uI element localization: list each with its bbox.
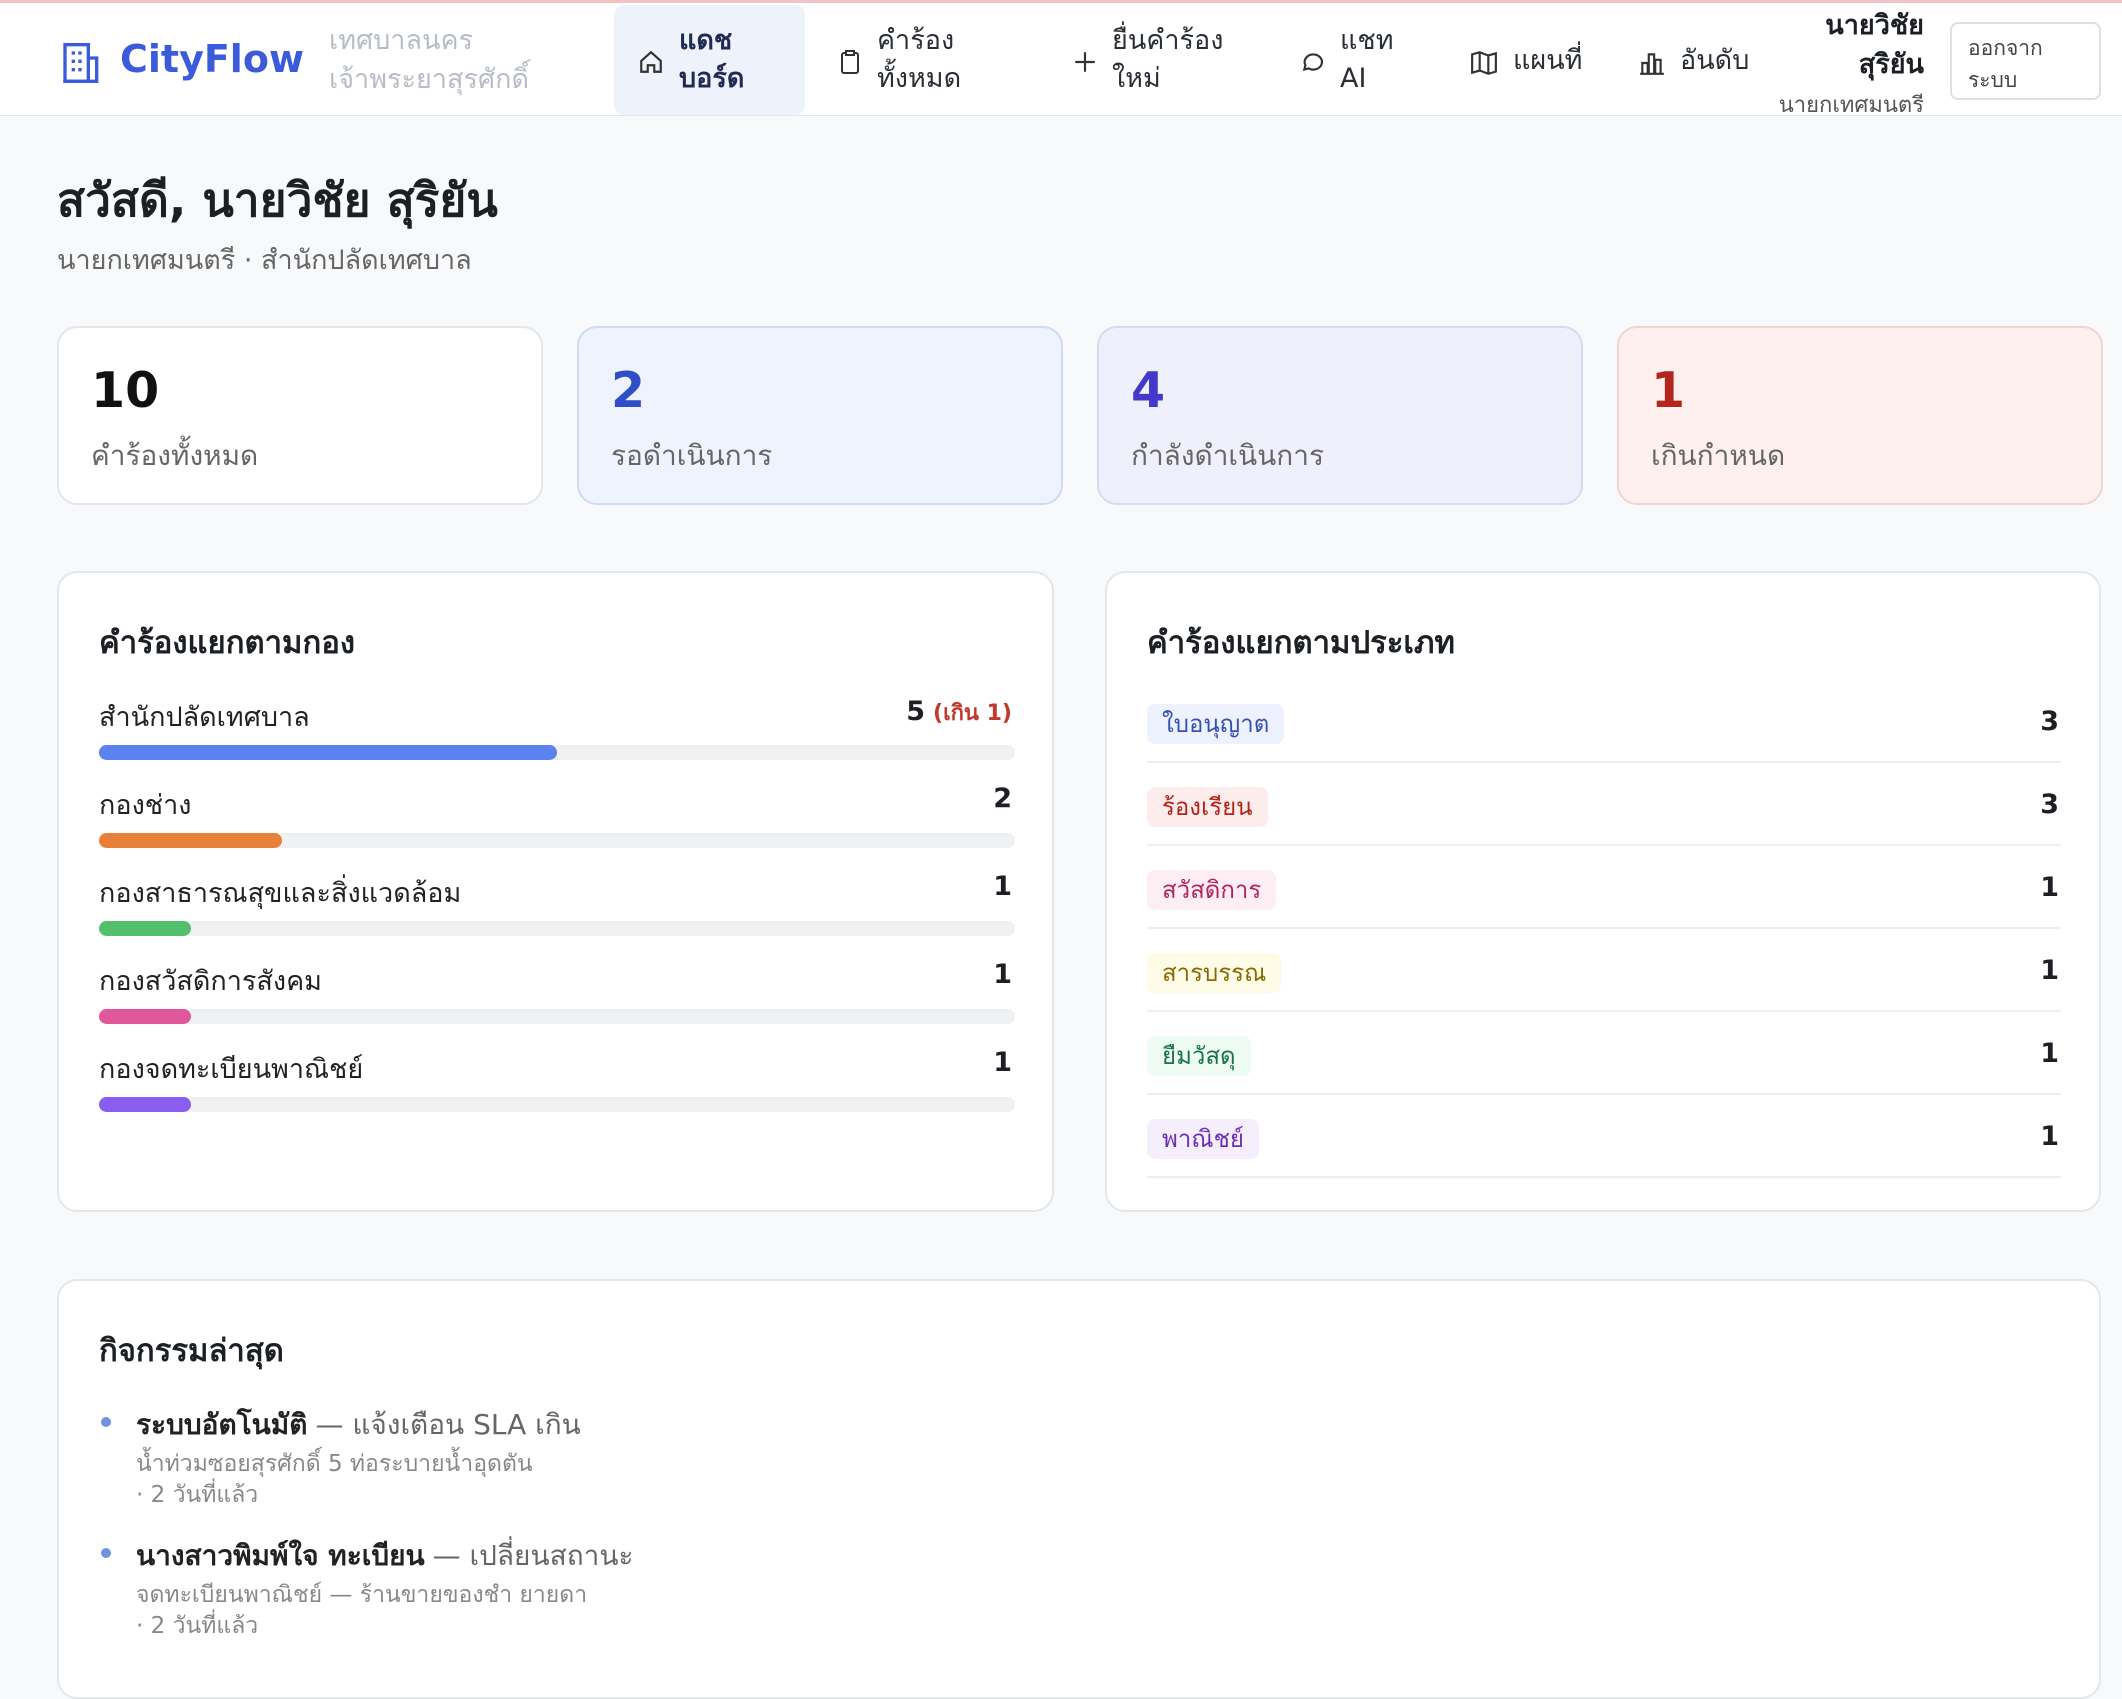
- activity-time: · 2 วันที่แล้ว: [136, 1613, 259, 1639]
- type-count: 1: [2040, 1038, 2059, 1069]
- top-nav: CityFlow เทศบาลนครเจ้าพระยาสุรศักดิ์ แดช…: [0, 0, 2122, 118]
- type-panel: คำร้องแยกตามประเภท ใบอนุญาต 3 ร้องเรียน 3 สว…: [1105, 571, 2101, 1212]
- chat-icon: [1302, 53, 1324, 71]
- department-count: 1: [993, 959, 1012, 990]
- bar: [99, 1009, 191, 1024]
- department-name: กองสาธารณสุขและสิ่งแวดล้อม: [99, 878, 462, 909]
- bar-track: [99, 1097, 1015, 1112]
- type-pill: สารบรรณ: [1147, 953, 1282, 993]
- activity-action: — แจ้งเตือน SLA เกิน: [315, 1408, 581, 1441]
- bar: [99, 921, 191, 936]
- nav-item[interactable]: อันดับ: [1680, 45, 1750, 76]
- nav-active-bg: [614, 5, 805, 115]
- stat-label: กำลังดำเนินการ: [1131, 439, 1324, 472]
- department-count: 1: [993, 1047, 1012, 1078]
- panel-title: คำร้องแยกตามประเภท: [1147, 625, 1455, 661]
- department-count: 2: [993, 783, 1012, 814]
- department-panel: คำร้องแยกตามกอง สำนักปลัดเทศบาล 5 (เกิน 1)…: [57, 571, 1054, 1212]
- activity-detail: น้ำท่วมซอยสุรศักดิ์ 5 ท่อระบายน้ำอุดตัน: [136, 1451, 533, 1477]
- separator: [1147, 761, 2061, 763]
- bar-track: [99, 1009, 1015, 1024]
- user-role: นายกเทศมนตรี: [1778, 93, 1924, 118]
- type-pill: สวัสดิการ: [1147, 870, 1277, 910]
- department-name: กองช่าง: [99, 790, 192, 821]
- map-icon: [1471, 51, 1497, 75]
- overdue-label: (เกิน 1): [933, 701, 1012, 726]
- stat-value: 2: [611, 362, 646, 419]
- separator: [1147, 844, 2061, 846]
- separator: [1147, 1176, 2061, 1178]
- stat-label: รอดำเนินการ: [611, 439, 773, 472]
- department-count-wrap: 5 (เกิน 1): [906, 695, 1012, 730]
- user-name: นายวิชัย สุริยัน: [1825, 10, 1924, 80]
- activity-time: · 2 วันที่แล้ว: [136, 1482, 259, 1508]
- activity-line: นางสาวพิมพ์ใจ ทะเบียน — เปลี่ยนสถานะ: [136, 1534, 634, 1578]
- nav-item[interactable]: แผนที่: [1513, 45, 1583, 76]
- bullet: [101, 1417, 111, 1427]
- department-count-wrap: 1: [993, 959, 1012, 990]
- nav-item[interactable]: แดชบอร์ด: [679, 25, 745, 94]
- greeting-subtitle: นายกเทศมนตรี · สำนักปลัดเทศบาล: [57, 245, 472, 276]
- department-count-wrap: 1: [993, 1047, 1012, 1078]
- greeting-title: สวัสดี, นายวิชัย สุริยัน: [57, 173, 498, 227]
- stat-card: 1 เกินกำหนด: [1617, 326, 2103, 505]
- type-count: 3: [2040, 789, 2059, 820]
- stat-card: 4 กำลังดำเนินการ: [1097, 326, 1583, 505]
- panel-title: คำร้องแยกตามกอง: [99, 625, 355, 661]
- department-count: 5: [906, 696, 926, 727]
- org-name: เทศบาลนครเจ้าพระยาสุรศักดิ์: [329, 25, 529, 95]
- activity-panel: กิจกรรมล่าสุด ระบบอัตโนมัติ — แจ้งเตือน S…: [57, 1279, 2101, 1699]
- type-pill: พาณิชย์: [1147, 1119, 1259, 1159]
- nav-item[interactable]: คำร้องทั้งหมด: [877, 25, 962, 94]
- department-name: สำนักปลัดเทศบาล: [99, 702, 310, 733]
- type-count: 3: [2040, 706, 2059, 737]
- nav-item[interactable]: แชท AI: [1340, 25, 1394, 94]
- department-name: กองจดทะเบียนพาณิชย์: [99, 1054, 364, 1085]
- department-count-wrap: 1: [993, 871, 1012, 902]
- logout-button[interactable]: ออกจากระบบ: [1950, 22, 2101, 100]
- bar: [99, 1097, 191, 1112]
- nav-item[interactable]: ยื่นคำร้องใหม่: [1112, 25, 1224, 94]
- type-pill: ใบอนุญาต: [1147, 704, 1285, 744]
- activity-actor: นางสาวพิมพ์ใจ ทะเบียน: [136, 1539, 425, 1572]
- stat-label: เกินกำหนด: [1651, 439, 1786, 472]
- type-count: 1: [2040, 872, 2059, 903]
- bar: [99, 833, 283, 848]
- activity-actor: ระบบอัตโนมัติ: [136, 1408, 308, 1441]
- bullet: [101, 1548, 111, 1558]
- activity-action: — เปลี่ยนสถานะ: [432, 1539, 634, 1572]
- type-pill: ร้องเรียน: [1147, 787, 1268, 827]
- bar-track: [99, 745, 1015, 760]
- panel-title: กิจกรรมล่าสุด: [99, 1333, 284, 1369]
- stat-label: คำร้องทั้งหมด: [91, 439, 259, 472]
- plus-icon: [1075, 52, 1095, 72]
- department-count-wrap: 2: [993, 783, 1012, 814]
- stat-value: 10: [91, 362, 160, 419]
- stat-card: 10 คำร้องทั้งหมด: [57, 326, 543, 505]
- separator: [1147, 927, 2061, 929]
- stat-value: 4: [1131, 362, 1166, 419]
- bar-track: [99, 921, 1015, 936]
- brand[interactable]: CityFlow: [120, 37, 305, 81]
- rank-icon: [1640, 53, 1664, 75]
- department-name: กองสวัสดิการสังคม: [99, 966, 322, 997]
- activity-detail: จดทะเบียนพาณิชย์ — ร้านขายของชำ ยายดา: [136, 1582, 588, 1608]
- home-icon: [640, 50, 662, 73]
- department-count: 1: [993, 871, 1012, 902]
- clipboard-icon: [841, 50, 859, 74]
- bar: [99, 745, 557, 760]
- separator: [1147, 1093, 2061, 1095]
- activity-line: ระบบอัตโนมัติ — แจ้งเตือน SLA เกิน: [136, 1403, 581, 1447]
- brand-icon: [63, 43, 99, 83]
- stat-card: 2 รอดำเนินการ: [577, 326, 1063, 505]
- stat-value: 1: [1651, 362, 1686, 419]
- type-count: 1: [2040, 955, 2059, 986]
- separator: [1147, 1010, 2061, 1012]
- type-count: 1: [2040, 1121, 2059, 1152]
- bar-track: [99, 833, 1015, 848]
- type-pill: ยืมวัสดุ: [1147, 1036, 1251, 1076]
